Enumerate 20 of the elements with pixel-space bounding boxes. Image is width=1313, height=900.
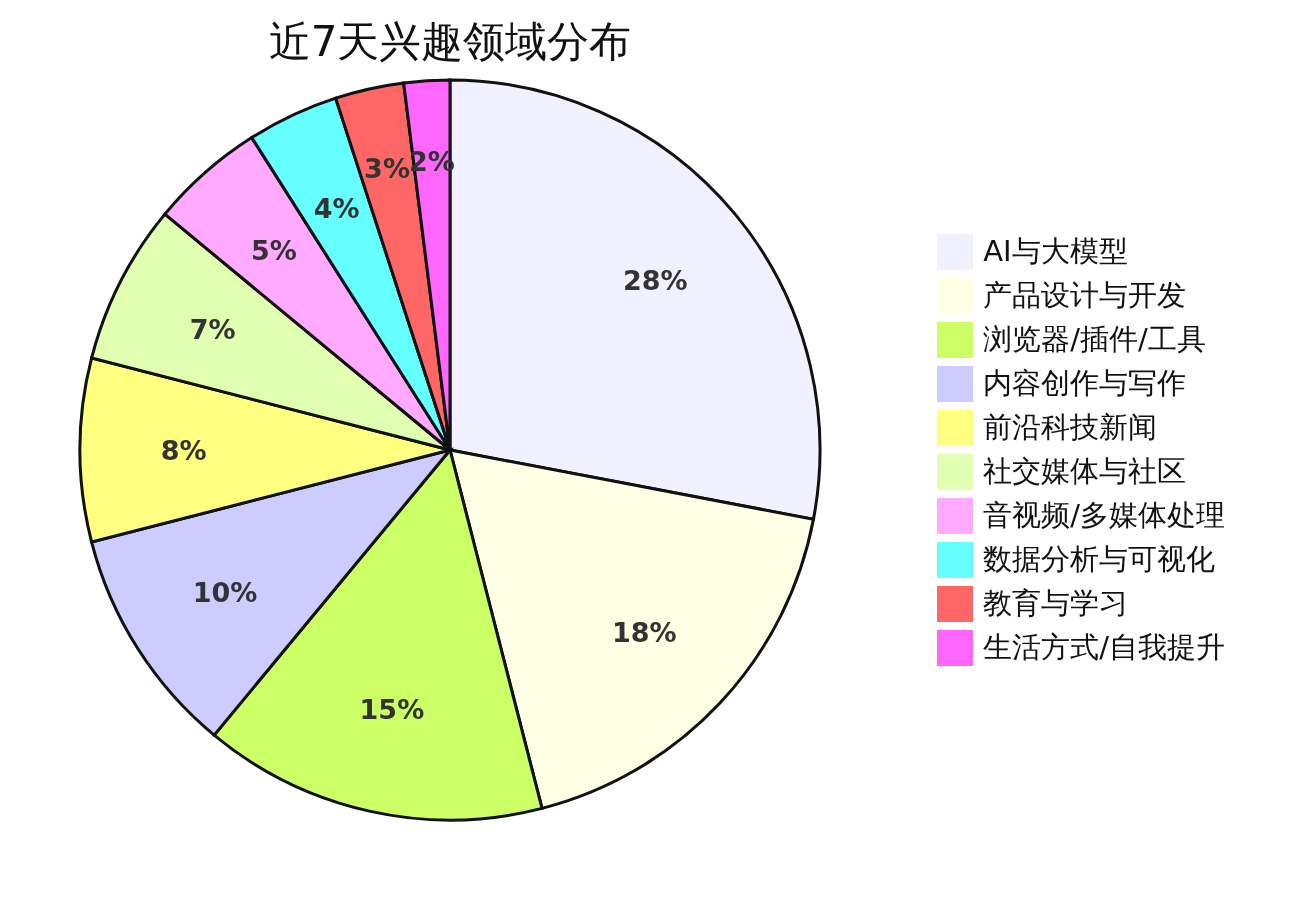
data-label: 5%: [250, 234, 297, 266]
data-label: 10%: [192, 577, 258, 609]
legend-label: 数据分析与可视化: [983, 541, 1216, 578]
data-label: 3%: [364, 152, 410, 184]
legend-label: 生活方式/自我提升: [983, 629, 1225, 666]
chart-title: 近7天兴趣领域分布: [267, 16, 633, 68]
data-label: 15%: [359, 694, 425, 726]
data-label: 7%: [189, 313, 236, 345]
legend-label: 前沿科技新闻: [983, 409, 1158, 446]
legend-label: 浏览器/插件/工具: [983, 321, 1206, 358]
legend-label: 音视频/多媒体处理: [983, 497, 1225, 534]
legend-label: 内容创作与写作: [983, 365, 1187, 402]
data-label: 18%: [611, 616, 677, 648]
data-label: 28%: [622, 264, 688, 296]
data-label: 8%: [160, 434, 207, 466]
data-label: 4%: [313, 193, 360, 225]
legend-label: 教育与学习: [983, 585, 1129, 622]
slice-label: AI与大模型: [983, 233, 1128, 270]
legend-label: 社交媒体与社区: [983, 453, 1187, 490]
legend-label: 产品设计与开发: [983, 277, 1187, 314]
